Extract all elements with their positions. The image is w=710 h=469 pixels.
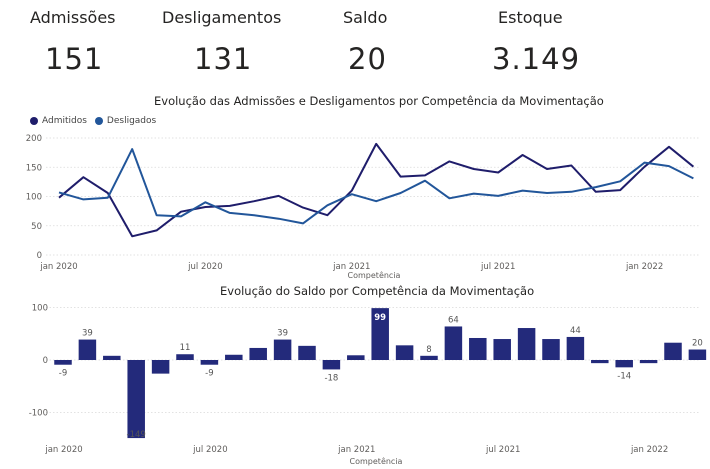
bar-2020-04 [127,360,145,439]
bar-2020-03 [103,355,121,360]
bar-2020-08 [225,354,243,360]
bar-chart-ytick: 100 [32,304,48,314]
line-series-admitidos [58,142,695,238]
kpi-admissoes-value: 151 [45,42,104,76]
bar-2021-10 [566,336,585,360]
bar-data-label: 99 [374,313,386,323]
legend-desligados-marker [94,117,103,125]
bar-2021-09 [542,339,560,360]
kpi-estoque-value: 3.149 [492,42,581,76]
bar-2021-11 [591,360,609,364]
legend-admitidos-marker [30,117,38,125]
legend-desligados-label: Desligados [106,116,157,126]
bar-2022-02 [664,342,682,360]
bar-2022-01 [639,360,658,364]
bar-2020-06 [176,354,194,360]
bar-chart-xaxis-title: Competência [350,456,403,466]
bar-data-label: -9 [59,369,67,379]
bar-data-label: -14 [617,371,631,381]
bar-2020-12 [322,360,341,370]
bar-chart-xtick: jan 2022 [630,445,668,455]
line-chart-xtick: jan 2022 [625,262,663,272]
bar-2021-05 [444,326,463,360]
bar-2020-09 [249,347,267,360]
bar-chart-xtick: jul 2021 [485,445,520,455]
bar-2020-01 [54,360,72,365]
kpi-desligamentos-value: 131 [194,42,253,76]
bar-2021-01 [347,355,365,360]
bar-2020-11 [298,345,316,360]
bar-2020-05 [151,360,170,374]
bar-2020-10 [273,339,292,360]
kpi-estoque-label: Estoque [498,8,563,27]
line-chart-xtick: jan 2021 [332,262,370,272]
line-chart-legend: Admitidos Desligados [30,116,156,126]
line-series-desligados [58,148,694,225]
line-chart-ytick: 100 [26,193,42,203]
bar-data-label: -18 [324,373,338,383]
line-chart-ytick: 200 [26,134,42,144]
bar-data-label: -9 [205,369,213,379]
bar-chart-xtick: jan 2020 [44,445,82,455]
line-chart-xaxis-title: Competência [348,270,401,280]
bar-chart-title: Evolução do Saldo por Competência da Mov… [220,284,535,298]
bar-2022-03 [688,349,707,360]
bar-chart-ytick: -100 [29,408,48,418]
bar-chart: -100 0 100 -9 39 -149 11 -9 39 -18 99 8 64 44 -14 20 jan… [29,304,707,466]
kpi-saldo-label: Saldo [343,8,388,27]
bar-data-label: 44 [570,326,581,336]
bar-data-label: -149 [127,430,146,440]
legend-admitidos-label: Admitidos [42,116,87,126]
bar-data-label: 39 [277,329,288,339]
line-chart-title: Evolução das Admissões e Desligamentos p… [154,94,604,108]
bar-data-label: 64 [448,315,459,325]
line-chart: 0 50 100 150 200 jan 2020 jul 2020 jan 2021 jul … [26,134,700,280]
bar-chart-xtick: jan 2021 [337,445,375,455]
bar-2020-07 [200,360,219,365]
bar-2021-07 [493,339,511,360]
line-chart-ytick: 0 [37,251,42,261]
bar-data-label: 8 [426,345,431,355]
kpi-admissoes-label: Admissões [30,8,116,27]
kpi-saldo-value: 20 [348,42,387,76]
bar-2020-02 [78,339,97,360]
bar-data-label: 39 [82,329,93,339]
bar-2021-03 [395,345,414,360]
bar-2021-04 [420,355,438,360]
kpi-desligamentos-label: Desligamentos [162,8,282,27]
line-chart-xtick: jul 2021 [480,262,515,272]
bar-2021-08 [517,328,536,360]
line-chart-xtick: jul 2020 [187,262,222,272]
line-chart-ytick: 150 [26,163,42,173]
bar-2021-02 [371,308,389,360]
line-chart-ytick: 50 [31,222,42,232]
bar-2021-06 [469,337,487,360]
bar-chart-xtick: jul 2020 [192,445,227,455]
line-chart-xtick: jan 2020 [39,262,77,272]
bar-data-label: 11 [180,343,191,353]
bar-data-label: 20 [692,339,703,349]
bar-chart-ytick: 0 [43,356,48,366]
bar-2021-12 [615,360,633,368]
